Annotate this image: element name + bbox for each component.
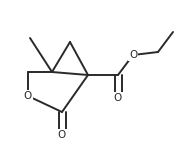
Text: O: O xyxy=(114,93,122,103)
Text: O: O xyxy=(58,130,66,140)
Text: O: O xyxy=(129,50,137,60)
Text: O: O xyxy=(24,91,32,101)
